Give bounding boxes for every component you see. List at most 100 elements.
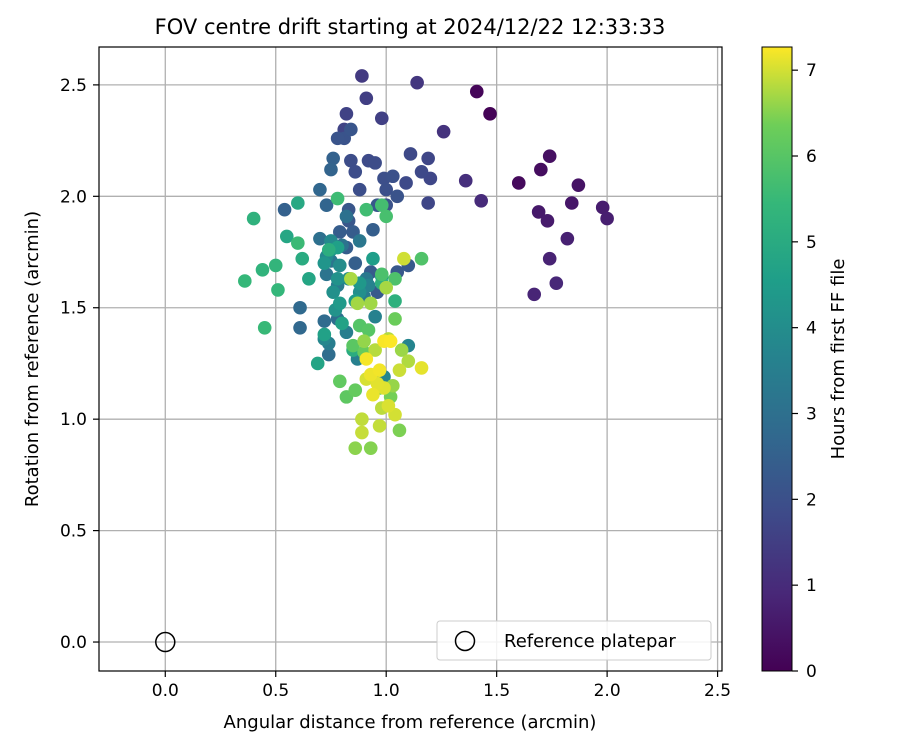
scatter-point [313, 182, 327, 197]
scatter-point [293, 321, 307, 335]
colorbar-tick-label: 7 [806, 61, 817, 81]
y-axis-label: Rotation from reference (arcmin) [22, 211, 43, 507]
scatter-point [363, 441, 378, 455]
scatter-point [392, 363, 407, 377]
scatter-point [363, 296, 378, 311]
scatter-point [339, 107, 354, 121]
scatter-point [379, 209, 393, 224]
scatter-point [348, 165, 363, 179]
scatter-point [534, 162, 548, 177]
scatter-point [366, 222, 380, 237]
scatter-point [483, 107, 497, 121]
scatter-point [540, 214, 555, 228]
legend-box [436, 620, 712, 661]
scatter-point [399, 176, 413, 190]
scatter-point [368, 156, 382, 170]
scatter-point [355, 412, 369, 426]
scatter-point [410, 75, 424, 90]
scatter-point [414, 251, 429, 266]
scatter-point [257, 321, 272, 335]
scatter-point [310, 356, 325, 371]
scatter-point [474, 193, 488, 208]
scatter-point [321, 243, 336, 257]
scatter-point [352, 182, 367, 197]
scatter-point [372, 419, 387, 433]
reference-marker [155, 631, 176, 653]
scatter-point [458, 173, 473, 188]
colorbar-tick-label: 0 [806, 662, 817, 682]
scatter-point [421, 151, 435, 166]
legend: Reference platepar [436, 620, 712, 661]
scatter-point [469, 84, 484, 99]
scatter-point [403, 147, 418, 161]
scatter-point [511, 176, 526, 190]
scatter-point [436, 124, 451, 139]
data-points [238, 69, 614, 455]
scatter-point [348, 441, 363, 455]
x-axis-label: Angular distance from reference (arcmin) [224, 712, 597, 733]
scatter-point [317, 256, 332, 270]
scatter-point [355, 425, 369, 440]
scatter-point [374, 198, 389, 213]
grid-lines [99, 47, 722, 671]
scatter-point [361, 323, 376, 337]
x-tick-label: 1.5 [483, 681, 510, 701]
scatter-point [390, 189, 405, 204]
scatter-point [595, 200, 610, 215]
scatter-point [549, 276, 564, 291]
scatter-point [571, 178, 586, 192]
scatter-point [268, 258, 283, 273]
scatter-point [386, 169, 400, 184]
scatter-point [560, 231, 575, 246]
scatter-point [397, 251, 411, 266]
colorbar-tick-label: 2 [806, 490, 817, 510]
chart-title: FOV centre drift starting at 2024/12/22 … [155, 15, 666, 39]
scatter-point [339, 209, 354, 224]
scatter-point [271, 283, 285, 297]
scatter-point [359, 202, 374, 217]
scatter-point [333, 225, 347, 239]
scatter-point [374, 267, 389, 282]
scatter-point [359, 91, 374, 106]
scatter-point [374, 111, 389, 126]
scatter-point [279, 229, 294, 244]
colorbar-tick-label: 4 [806, 319, 817, 339]
scatter-point [352, 234, 367, 248]
colorbar-label: Hours from first FF file [828, 259, 849, 460]
scatter-point [344, 122, 358, 137]
scatter-point [388, 294, 402, 308]
colorbar-tick-label: 1 [806, 576, 817, 596]
scatter-point [344, 153, 358, 168]
scatter-point [366, 251, 380, 266]
y-tick-label: 1.5 [60, 299, 87, 319]
scatter-point [333, 296, 347, 311]
scatter-point [401, 354, 416, 369]
scatter-point [357, 334, 371, 348]
colorbar-tick-label: 3 [806, 405, 817, 425]
scatter-point [319, 267, 334, 282]
scatter-point [383, 334, 398, 348]
colorbar-tick-label: 5 [806, 233, 817, 253]
scatter-point [359, 352, 374, 366]
scatter-point [366, 387, 380, 402]
scatter-point [392, 423, 407, 438]
scatter-point [527, 287, 542, 302]
x-tick-label: 1.0 [373, 681, 400, 701]
scatter-point [255, 263, 270, 277]
scatter-point [319, 198, 334, 213]
legend-label: Reference platepar [504, 631, 676, 652]
scatter-point [355, 69, 369, 83]
y-tick-label: 2.0 [60, 187, 87, 207]
scatter-point [368, 343, 382, 357]
x-tick-label: 2.0 [594, 681, 621, 701]
scatter-point [388, 271, 402, 286]
scatter-point [379, 182, 393, 197]
scatter-point [295, 251, 310, 266]
plot-frame [98, 46, 723, 672]
y-tick-label: 2.5 [60, 76, 87, 96]
scatter-point [414, 165, 429, 179]
x-axis-ticks: 0.0 0.5 1.0 1.5 2.0 2.5 [152, 671, 731, 701]
scatter-point [313, 231, 327, 246]
scatter-point [317, 327, 332, 342]
y-axis-ticks: 0.0 0.5 1.0 1.5 2.0 2.5 [60, 76, 99, 653]
